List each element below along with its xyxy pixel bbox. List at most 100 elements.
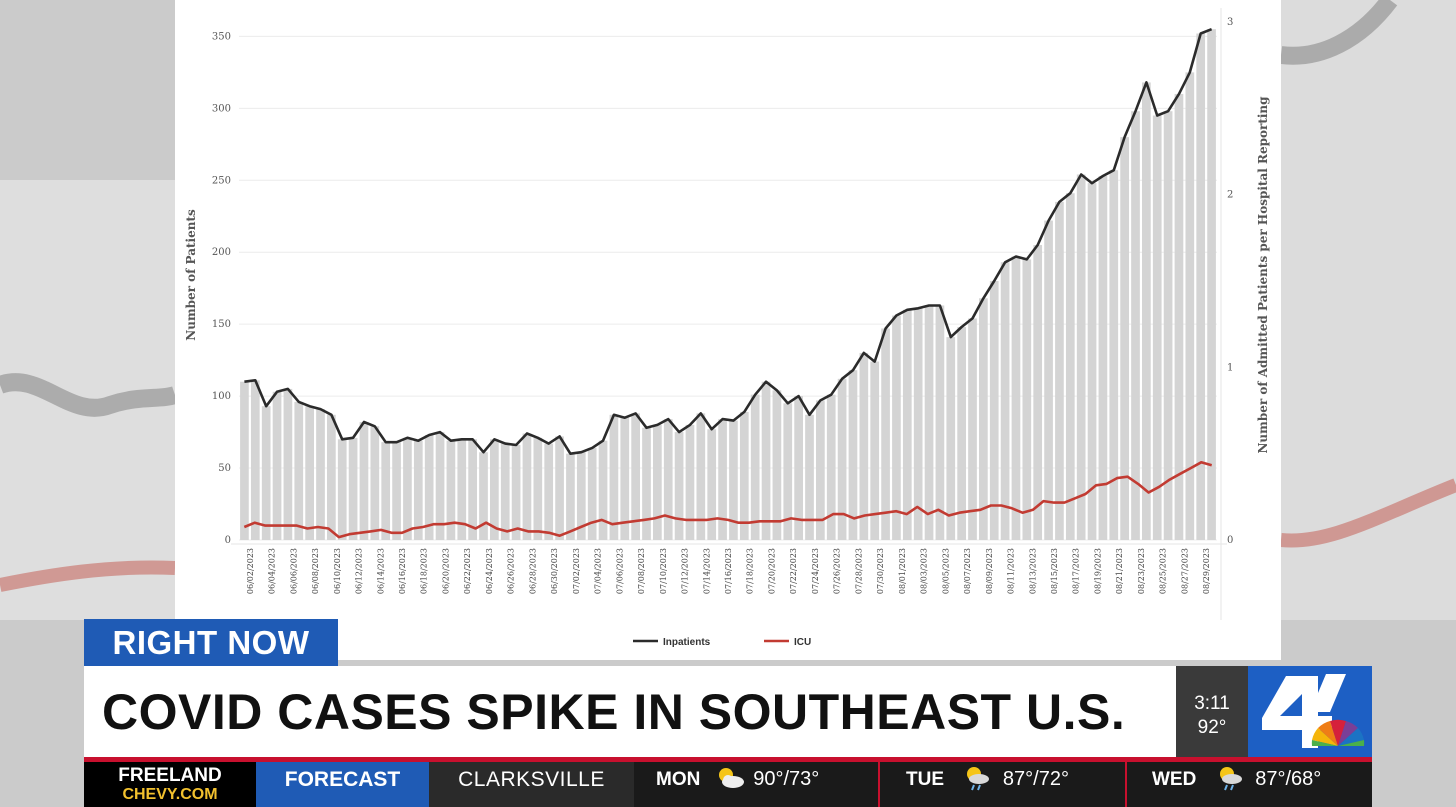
x-tick-label: 08/25/2023	[1159, 548, 1168, 594]
y-tick-label: 200	[212, 247, 231, 258]
bar	[468, 439, 477, 540]
bar	[718, 419, 727, 540]
bar	[359, 422, 369, 540]
bar	[283, 388, 293, 540]
x-tick-label: 07/14/2023	[702, 548, 711, 594]
bar	[381, 442, 391, 540]
bar	[794, 396, 803, 540]
bar	[1207, 29, 1216, 540]
sun-rain-icon	[967, 767, 990, 791]
x-tick-label: 08/07/2023	[963, 548, 972, 594]
bar	[1076, 174, 1086, 540]
x-tick-label: 08/27/2023	[1180, 548, 1189, 594]
x-tick-label: 06/12/2023	[355, 548, 364, 594]
x-tick-label: 06/16/2023	[398, 548, 407, 594]
y-tick-label: 250	[212, 175, 231, 186]
bar	[1174, 93, 1184, 540]
bar	[446, 440, 456, 540]
bar	[859, 352, 869, 540]
x-tick-label: 07/30/2023	[876, 548, 885, 594]
x-tick-label: 06/10/2023	[333, 548, 342, 594]
bar	[272, 391, 282, 540]
bar	[370, 426, 380, 540]
x-tick-label: 06/22/2023	[463, 548, 472, 594]
bar	[902, 309, 912, 540]
bar	[392, 442, 401, 540]
y2-tick-label: 3	[1227, 17, 1233, 28]
bar	[1065, 193, 1075, 540]
clock-box: 3:11 92°	[1176, 666, 1248, 758]
forecast-day-mon: MON 90°/73°	[656, 762, 819, 807]
x-tick-label: 06/28/2023	[528, 548, 537, 594]
clock-time: 3:11	[1194, 693, 1230, 714]
forecast-label: FORECAST	[256, 762, 429, 807]
y-axis-title: Number of Patients	[184, 209, 198, 341]
x-tick-label: 07/20/2023	[768, 548, 777, 594]
x-tick-label: 06/06/2023	[289, 548, 298, 594]
bar	[1131, 111, 1140, 540]
bar	[761, 381, 771, 540]
bar	[424, 434, 434, 540]
x-tick-label: 06/26/2023	[507, 548, 516, 594]
x-tick-label: 08/19/2023	[1094, 548, 1103, 594]
x-tick-label: 06/20/2023	[442, 548, 451, 594]
bar	[642, 427, 651, 540]
bar	[913, 308, 923, 540]
x-tick-label: 06/08/2023	[311, 548, 320, 594]
bar	[816, 400, 825, 540]
channel-4-peacock-icon	[1262, 674, 1365, 748]
sponsor-url: CHEVY.COM	[122, 786, 218, 803]
bar	[1109, 170, 1119, 540]
y-tick-label: 300	[212, 103, 231, 114]
bar	[250, 380, 260, 540]
bar	[1185, 72, 1195, 540]
bar	[1022, 259, 1032, 540]
bar	[1000, 262, 1010, 540]
x-tick-label: 08/13/2023	[1028, 548, 1037, 594]
day-temps: 87°/68°	[1255, 768, 1322, 790]
bar	[511, 445, 521, 540]
bar	[1044, 220, 1053, 541]
bar	[305, 406, 314, 540]
x-tick-label: 08/23/2023	[1137, 548, 1146, 594]
bar	[500, 443, 510, 540]
x-tick-label: 08/15/2023	[1050, 548, 1059, 594]
x-tick-label: 07/06/2023	[615, 548, 624, 594]
bar	[240, 381, 249, 540]
icu-line	[243, 461, 1213, 539]
bar	[631, 413, 640, 540]
bar	[989, 281, 999, 540]
x-tick-label: 08/17/2023	[1072, 548, 1081, 594]
inpatients-line	[244, 27, 1213, 455]
day-label: WED	[1152, 769, 1197, 790]
bar	[870, 361, 880, 540]
x-tick-label: 07/28/2023	[854, 548, 863, 594]
bar	[337, 439, 347, 540]
bar	[1142, 82, 1151, 540]
bar	[750, 394, 760, 540]
bar	[881, 328, 890, 540]
bar	[685, 424, 695, 540]
y2-tick-label: 0	[1227, 535, 1233, 546]
x-tick-label: 06/04/2023	[268, 548, 277, 594]
accent-divider	[84, 757, 1372, 762]
bar	[566, 453, 575, 540]
bar	[348, 437, 358, 540]
y-tick-label: 50	[218, 463, 231, 474]
bar	[1196, 33, 1206, 541]
bar	[1120, 137, 1129, 540]
y-tick-label: 150	[212, 319, 231, 330]
forecast-day-wed: WED 87°/68°	[1152, 762, 1321, 807]
y-tick-label: 350	[212, 31, 231, 42]
bar	[1011, 256, 1021, 540]
y-tick-label: 100	[212, 391, 231, 402]
bar	[316, 409, 325, 540]
bar	[1163, 111, 1173, 540]
day-temps: 87°/72°	[1002, 768, 1069, 790]
x-tick-label: 08/29/2023	[1202, 548, 1211, 594]
bar	[946, 337, 956, 540]
bar	[707, 429, 717, 540]
x-tick-label: 07/10/2023	[659, 548, 668, 594]
x-tick-label: 08/09/2023	[985, 548, 994, 594]
bar	[261, 406, 271, 540]
